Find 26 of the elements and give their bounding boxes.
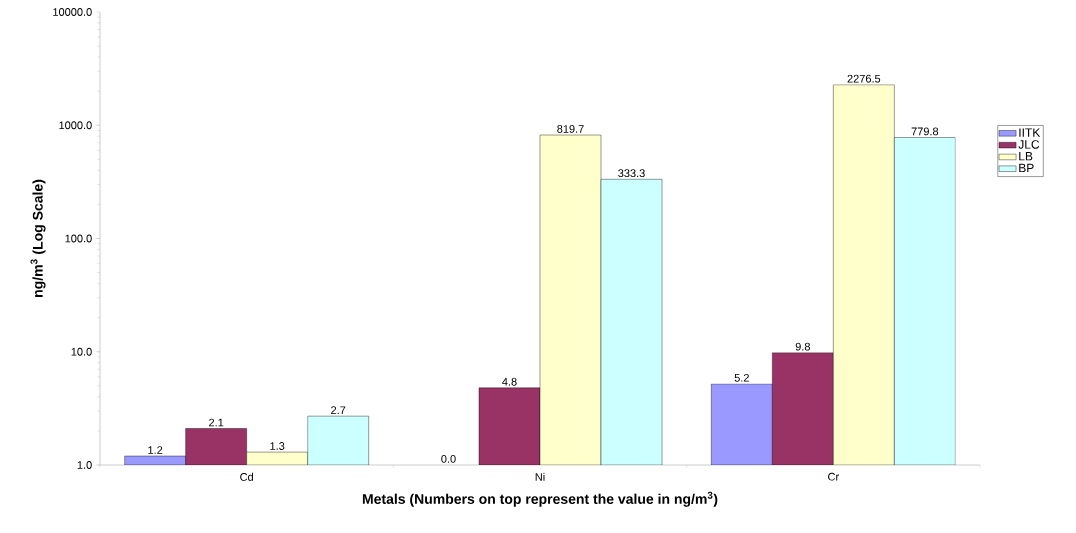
- x-tick-label: Cd: [240, 472, 253, 481]
- x-axis-title: Metals (Numbers on top represent the value in ng/m$^{3}$): [362, 491, 718, 507]
- legend-label: IITK: [1019, 128, 1041, 137]
- data-label: 4.8: [502, 377, 517, 386]
- legend-label: BP: [1019, 163, 1034, 173]
- text: 0.0: [441, 455, 456, 463]
- y-tick-label: 10.0: [71, 347, 92, 356]
- data-label: 9.8: [795, 342, 810, 351]
- x-tick-label: Ni: [535, 472, 545, 481]
- data-label: 1.3: [270, 442, 285, 450]
- y-tick-label: 100.0: [65, 234, 92, 243]
- y-axis-title: ng/m$^{3}$ (Log Scale): [30, 179, 46, 297]
- data-label: 819.7: [557, 125, 584, 133]
- legend-label: LB: [1019, 152, 1033, 161]
- y-tick-label: 1.0: [77, 461, 92, 469]
- data-label: 2.1: [209, 418, 224, 427]
- y-tick-label: 10000.0: [53, 8, 92, 16]
- x-tick-label: Cr: [828, 472, 839, 481]
- data-label: 2.7: [331, 406, 346, 414]
- data-label: 779.8: [911, 127, 939, 136]
- data-label: 333.3: [618, 169, 645, 178]
- data-label: 5.2: [734, 373, 749, 382]
- data-label: 1.2: [148, 446, 163, 454]
- legend-label: JLC: [1018, 140, 1040, 149]
- y-tick-label: 1000.0: [59, 121, 92, 130]
- data-label: 2276.5: [847, 74, 881, 83]
